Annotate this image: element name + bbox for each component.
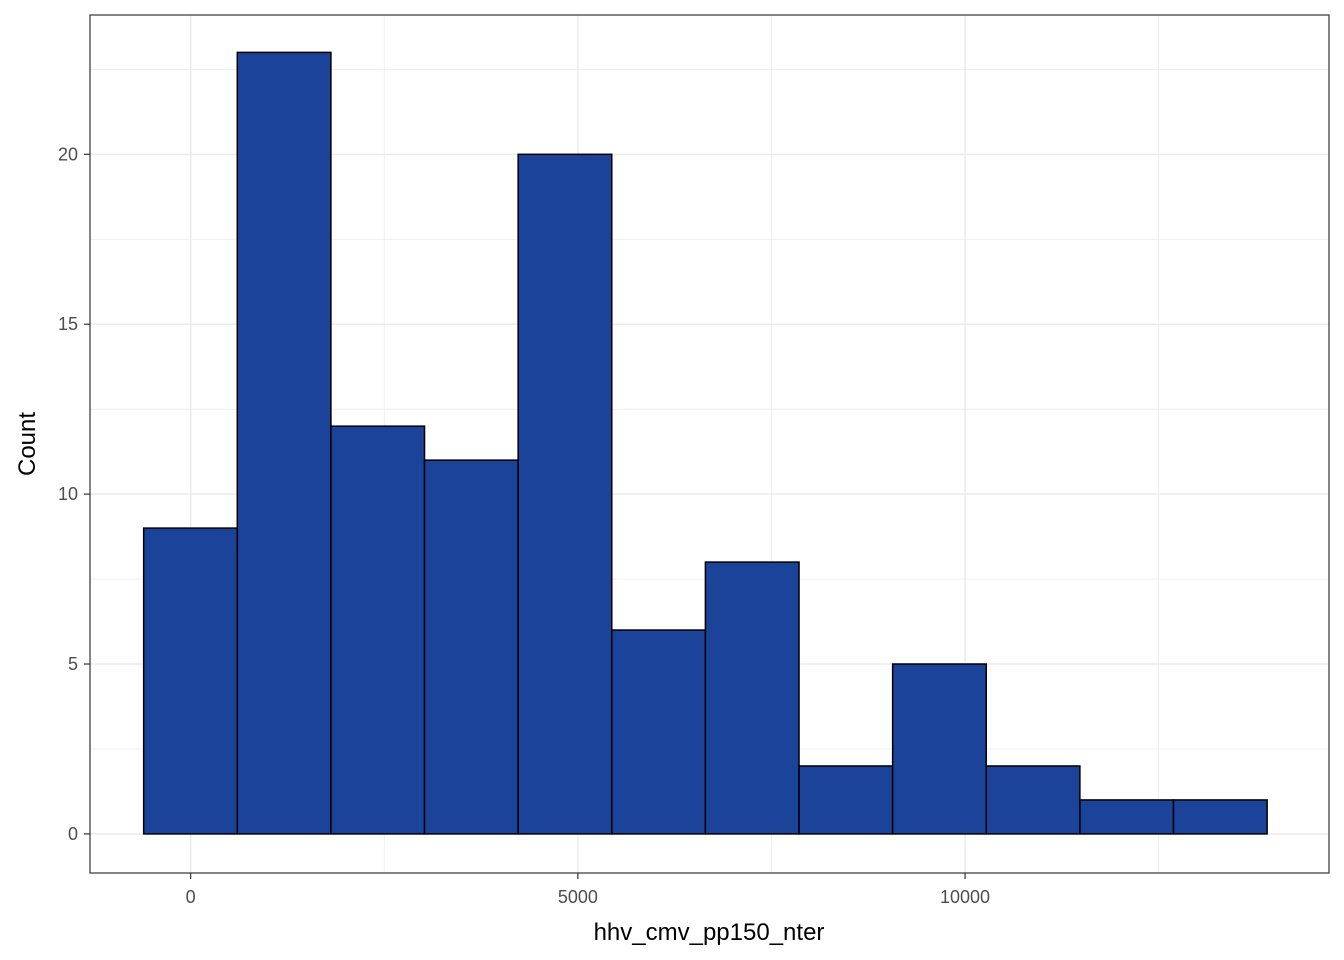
- histogram-bar: [611, 629, 707, 835]
- y-tick-label: 20: [58, 144, 78, 164]
- histogram-bars: [142, 51, 1268, 835]
- x-tick-label: 0: [186, 887, 196, 907]
- histogram-bar: [704, 561, 800, 835]
- x-axis: 0 5000 10000: [186, 873, 990, 907]
- y-tick-label: 10: [58, 484, 78, 504]
- histogram-bar: [330, 425, 426, 835]
- x-tick-label: 5000: [558, 887, 598, 907]
- y-tick-label: 15: [58, 314, 78, 334]
- histogram-bar: [1079, 799, 1175, 835]
- histogram-bar: [891, 663, 988, 835]
- histogram-bar: [798, 765, 894, 835]
- histogram-bar: [423, 459, 519, 835]
- x-tick-label: 10000: [940, 887, 990, 907]
- y-tick-label: 5: [68, 654, 78, 674]
- y-axis-title: Count: [14, 412, 41, 476]
- panel-border: [89, 14, 1330, 874]
- histogram-bar: [236, 51, 332, 835]
- histogram-bar: [1172, 799, 1268, 835]
- histogram-bar: [142, 527, 239, 835]
- histogram-bar: [985, 765, 1081, 835]
- x-axis-title: hhv_cmv_pp150_nter: [594, 919, 825, 946]
- y-tick-label: 0: [68, 824, 78, 844]
- y-axis: 0 5 10 15 20: [58, 144, 90, 844]
- histogram-bar: [517, 153, 613, 835]
